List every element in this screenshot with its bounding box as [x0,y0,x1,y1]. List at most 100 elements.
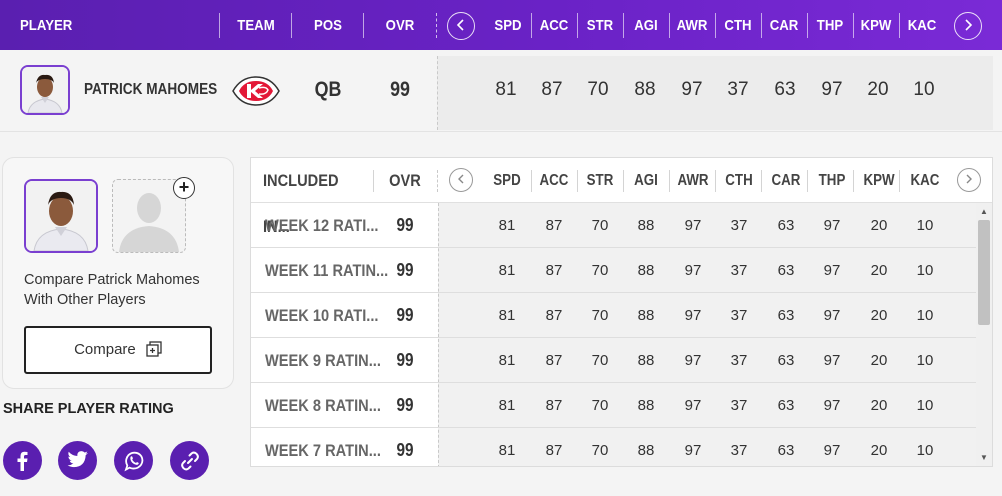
table-row[interactable]: WEEK 9 RATIN... 99 81 87 70 88 97 37 63 97 20 10 [251,338,976,383]
col-ovr: OVR [385,17,415,34]
table-col-kpw: KPW [863,172,895,189]
player-headshot-icon [22,67,68,113]
prev-stats-button[interactable] [447,12,475,40]
rating-update-ovr: 99 [396,215,414,235]
next-stats-button[interactable] [954,12,982,40]
divider [437,170,438,192]
player-stat-cth: 37 [727,79,749,100]
row-stat-car: 63 [777,442,795,459]
table-row[interactable]: WEEK 8 RATIN... 99 81 87 70 88 97 37 63 97 20 10 [251,383,976,428]
row-stat-car: 63 [777,217,795,234]
row-stat-acc: 87 [545,442,563,459]
player-name[interactable]: PATRICK MAHOMES [84,81,218,98]
rating-update-ovr: 99 [396,350,414,370]
row-stat-spd: 81 [498,307,516,324]
divider [807,170,808,192]
col-spd: SPD [494,17,522,34]
row-stat-acc: 87 [545,217,563,234]
row-stat-car: 63 [777,352,795,369]
col-awr: AWR [676,17,708,34]
row-stat-str: 70 [591,397,609,414]
scroll-up-icon[interactable]: ▲ [980,207,988,216]
row-stat-str: 70 [591,307,609,324]
row-stat-agi: 88 [637,217,655,234]
row-stat-awr: 97 [684,217,702,234]
row-stat-acc: 87 [545,307,563,324]
table-next-button[interactable] [957,168,981,192]
plus-icon[interactable]: + [173,177,195,199]
row-stat-awr: 97 [684,262,702,279]
whatsapp-share-button[interactable] [114,441,153,480]
rating-update-name[interactable]: WEEK 12 RATI... [265,216,379,235]
player-stat-agi: 88 [634,79,656,100]
rating-update-name[interactable]: WEEK 7 RATIN... [265,441,381,460]
col-kac: KAC [907,17,937,34]
facebook-share-button[interactable] [3,441,42,480]
divider [291,13,292,38]
row-stat-car: 63 [777,307,795,324]
table-row[interactable]: WEEK 7 RATIN... 99 81 87 70 88 97 37 63 97 20 10 [251,428,976,466]
divider [715,13,716,38]
row-stat-kac: 10 [916,307,934,324]
row-stat-str: 70 [591,442,609,459]
divider [715,170,716,192]
divider [899,170,900,192]
rating-update-ovr: 99 [396,305,414,325]
divider [577,13,578,38]
row-stat-cth: 37 [730,397,748,414]
row-stat-agi: 88 [637,307,655,324]
divider [669,13,670,38]
rating-update-name[interactable]: WEEK 11 RATIN... [265,261,389,280]
chevron-right-icon [965,19,973,31]
stats-column-background [438,203,976,466]
rating-update-ovr: 99 [396,395,414,415]
row-stat-agi: 88 [637,352,655,369]
player-avatar[interactable] [20,65,70,115]
player-stat-thp: 97 [821,79,843,100]
rating-update-name[interactable]: WEEK 8 RATIN... [265,396,381,415]
scrollbar-thumb[interactable] [978,220,990,325]
row-stat-spd: 81 [498,397,516,414]
row-stat-thp: 97 [823,397,841,414]
col-ovr: OVR [389,171,421,190]
scroll-down-icon[interactable]: ▼ [980,453,988,462]
row-stat-kpw: 20 [870,307,888,324]
table-row[interactable]: WEEK 11 RATIN... 99 81 87 70 88 97 37 63 97 20 10 [251,248,976,293]
table-header: INCLUDED IN... OVR SPD ACC STR AGI AWR CTH CAR… [251,158,992,236]
row-stat-cth: 37 [730,262,748,279]
table-row[interactable]: WEEK 12 RATI... 99 81 87 70 88 97 37 63 97 20 10 [251,203,976,248]
rating-update-ovr: 99 [396,260,414,280]
rating-update-name[interactable]: WEEK 9 RATIN... [265,351,381,370]
divider [761,170,762,192]
row-stat-agi: 88 [637,442,655,459]
table-col-thp: THP [818,172,846,189]
table-col-acc: ACC [539,172,569,189]
divider [363,13,364,38]
col-acc: ACC [539,17,569,34]
row-stat-spd: 81 [498,217,516,234]
row-stat-agi: 88 [637,262,655,279]
row-stat-kpw: 20 [870,262,888,279]
col-str: STR [586,17,614,34]
table-prev-button[interactable] [449,168,473,192]
twitter-share-button[interactable] [58,441,97,480]
rating-update-name[interactable]: WEEK 10 RATI... [265,306,379,325]
copy-link-button[interactable] [170,441,209,480]
row-stat-thp: 97 [823,352,841,369]
divider [623,170,624,192]
table-col-kac: KAC [910,172,940,189]
row-stat-kpw: 20 [870,442,888,459]
table-row[interactable]: WEEK 10 RATI... 99 81 87 70 88 97 37 63 97 20 10 [251,293,976,338]
row-stat-thp: 97 [823,217,841,234]
divider [853,13,854,38]
row-stat-kac: 10 [916,217,934,234]
col-team: TEAM [237,17,275,34]
row-stat-kpw: 20 [870,397,888,414]
row-stat-awr: 97 [684,442,702,459]
ratings-header: PLAYER TEAM POS OVR SPD ACC STR AGI AWR CTH CA… [0,0,1002,50]
compare-button[interactable]: Compare [24,326,212,374]
compare-player-photo[interactable] [24,179,98,253]
divider [623,13,624,38]
compare-button-label: Compare [74,341,136,358]
divider [577,170,578,192]
